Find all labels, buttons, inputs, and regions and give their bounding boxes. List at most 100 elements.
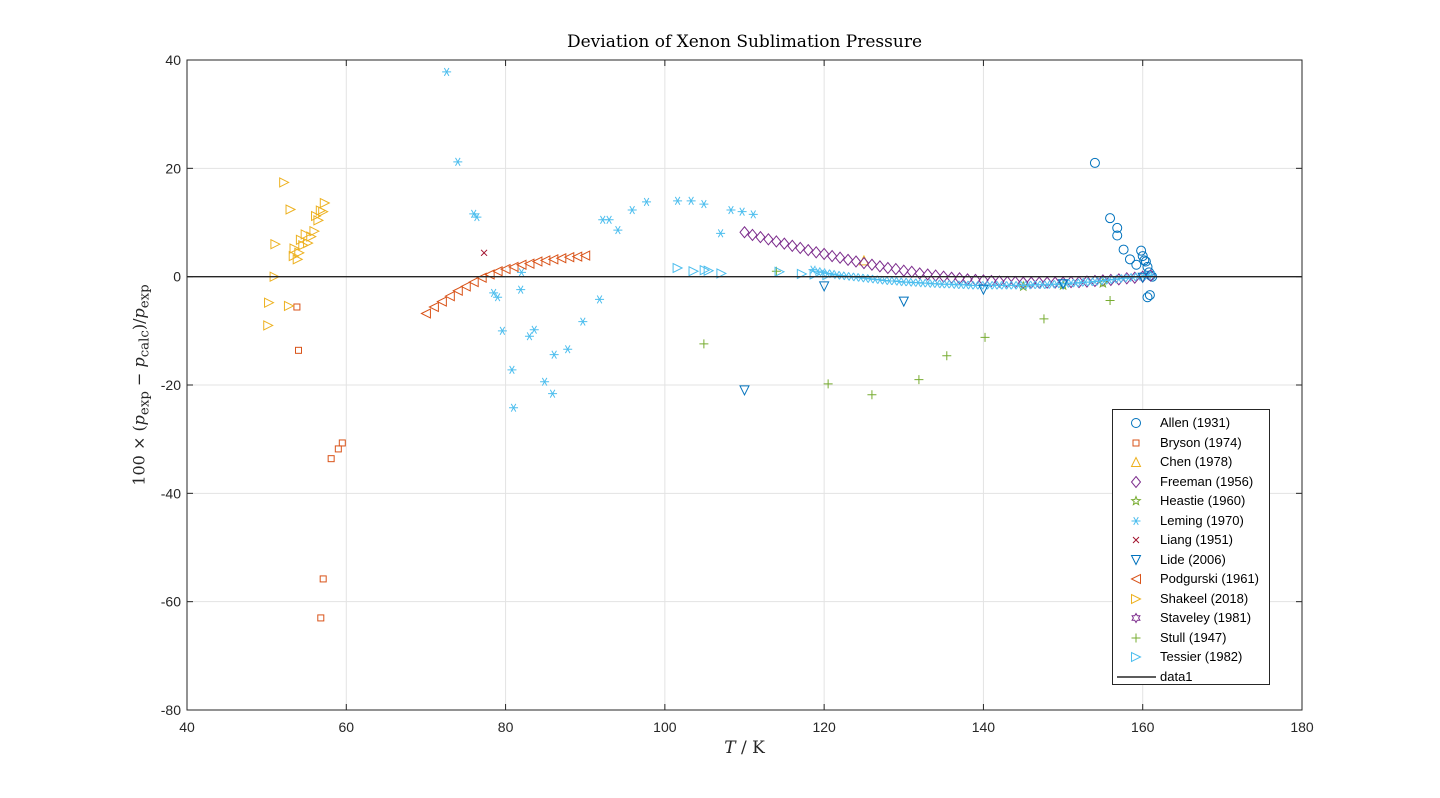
data-point <box>531 256 543 267</box>
data-point <box>1118 244 1129 255</box>
data-point <box>1137 272 1149 284</box>
data-point <box>774 266 786 278</box>
data-point <box>898 296 910 308</box>
data-point <box>264 297 275 308</box>
legend-marker <box>1131 612 1141 624</box>
legend-marker <box>1131 418 1141 428</box>
data-point <box>497 326 507 335</box>
data-point <box>604 215 614 224</box>
data-point <box>1140 256 1151 267</box>
series-11 <box>699 266 1115 400</box>
data-point <box>428 301 439 313</box>
data-point <box>850 255 862 268</box>
legend-item: data1 <box>1113 667 1269 687</box>
data-point <box>716 268 728 279</box>
data-point <box>867 390 877 400</box>
data-point <box>327 455 335 463</box>
data-point <box>578 317 588 326</box>
data-point <box>747 228 758 242</box>
data-point <box>699 339 709 349</box>
data-point <box>980 332 990 342</box>
legend-marker <box>1132 536 1140 544</box>
data-point <box>699 264 711 276</box>
data-point <box>818 281 830 293</box>
data-point <box>517 268 526 277</box>
data-point <box>529 325 539 334</box>
data-point <box>1039 314 1049 324</box>
data-point <box>686 196 696 205</box>
data-point <box>539 255 551 266</box>
data-point <box>1136 245 1147 256</box>
legend-symbol <box>1131 612 1141 624</box>
data-point <box>1145 269 1156 282</box>
data-point <box>823 379 833 389</box>
data-point <box>420 308 431 319</box>
data-point <box>904 277 914 287</box>
x-axis-label: T / K <box>724 738 765 758</box>
data-point <box>493 293 503 302</box>
series-8 <box>420 250 591 319</box>
legend-item: Freeman (1956) <box>1113 472 1269 492</box>
data-point <box>861 274 871 283</box>
data-point <box>263 320 274 331</box>
data-point <box>563 345 573 354</box>
data-point <box>803 243 814 257</box>
data-point <box>737 207 747 216</box>
data-point <box>1049 276 1061 289</box>
data-point <box>755 230 766 244</box>
legend-marker <box>1130 475 1142 488</box>
data-point <box>549 350 559 359</box>
legend-marker <box>1131 651 1142 663</box>
legend-symbol <box>1130 495 1142 506</box>
data-point <box>942 351 952 361</box>
data-point <box>779 237 790 250</box>
legend-marker <box>1132 439 1140 446</box>
legend-label: Chen (1978) <box>1160 454 1233 469</box>
series-7 <box>739 272 1149 397</box>
data-point <box>1131 259 1142 270</box>
data-point <box>283 300 295 312</box>
legend: Allen (1931) Bryson (1974) Chen (1978) Free… <box>1112 409 1270 685</box>
legend-symbol <box>1130 554 1142 566</box>
data-point <box>856 273 866 282</box>
data-point <box>1124 254 1135 265</box>
data-point <box>913 278 923 287</box>
data-point <box>688 265 700 277</box>
data-point <box>1052 280 1062 289</box>
data-point <box>1105 296 1115 305</box>
y-axis-label: 100 × (pexp − pcalc)/pexp <box>129 284 153 486</box>
data-point <box>1123 273 1133 282</box>
legend-label: Freeman (1956) <box>1160 473 1254 489</box>
data-point <box>444 290 455 302</box>
series-12 <box>672 262 833 281</box>
data-point <box>318 206 329 217</box>
x-tick-label: 160 <box>1131 719 1155 735</box>
x-tick-label: 60 <box>338 719 354 735</box>
legend-item: Podgurski (1961) <box>1113 569 1269 589</box>
data-point <box>906 265 917 279</box>
legend-marker <box>1131 633 1141 642</box>
legend-marker <box>1117 675 1156 678</box>
data-point <box>1089 157 1100 168</box>
data-point <box>818 247 830 261</box>
legend-label: Lide (2006) <box>1160 551 1226 567</box>
data-point <box>961 280 971 289</box>
legend-marker <box>1130 573 1141 585</box>
data-point <box>858 256 870 270</box>
data-point <box>716 229 726 238</box>
data-point <box>453 157 463 166</box>
data-point <box>436 296 447 307</box>
x-tick-label: 140 <box>972 719 996 735</box>
legend-label: Allen (1931) <box>1160 415 1231 430</box>
legend-label: Shakeel (2018) <box>1160 590 1249 606</box>
data-point <box>889 276 899 286</box>
legend-symbol <box>1131 418 1141 428</box>
legend-label: data1 <box>1160 668 1193 684</box>
legend-label: Leming (1970) <box>1160 512 1244 528</box>
legend-item: Lide (2006) <box>1113 550 1269 570</box>
data-point <box>524 332 534 341</box>
data-point <box>1099 276 1109 285</box>
data-point <box>499 263 511 275</box>
data-point <box>914 375 924 385</box>
